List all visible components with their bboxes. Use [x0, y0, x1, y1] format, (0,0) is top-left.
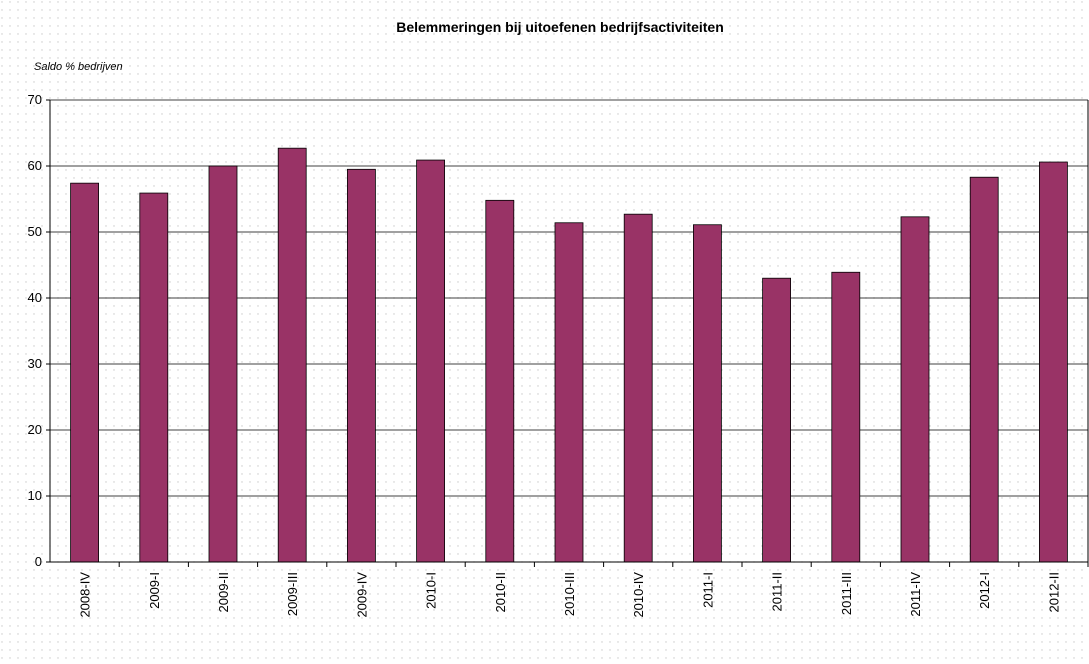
bar	[554, 222, 584, 563]
x-tick-label: 2012-II	[1046, 572, 1061, 612]
y-tick-label: 40	[28, 290, 42, 305]
y-tick-label: 70	[28, 92, 42, 107]
x-tick-label: 2008-IV	[78, 572, 93, 618]
y-tick-label: 60	[28, 158, 42, 173]
y-axis-label: Saldo % bedrijven	[34, 61, 123, 73]
bar	[346, 168, 376, 563]
y-tick-label: 50	[28, 224, 42, 239]
bar	[416, 159, 446, 563]
y-tick-label: 30	[28, 356, 42, 371]
bar	[485, 199, 515, 563]
x-tick-label: 2011-III	[839, 572, 854, 615]
bar	[70, 182, 99, 563]
bar	[969, 176, 999, 563]
x-tick-label: 2012-I	[977, 572, 992, 609]
x-tick-label: 2009-I	[147, 572, 162, 609]
bar	[277, 147, 307, 563]
x-tick-label: 2009-II	[216, 572, 231, 612]
x-tick-label: 2010-I	[424, 572, 439, 609]
x-tick-label: 2010-IV	[631, 572, 646, 618]
bar	[900, 216, 930, 563]
x-tick-label: 2010-III	[562, 572, 577, 616]
chart-title: Belemmeringen bij uitoefenen bedrijfsact…	[396, 19, 724, 35]
x-tick-label: 2009-III	[285, 572, 300, 616]
x-tick-label: 2011-II	[770, 572, 785, 612]
bar	[693, 224, 722, 563]
bar	[762, 277, 791, 563]
bar	[1039, 161, 1068, 563]
y-tick-label: 10	[28, 488, 42, 503]
bar	[623, 213, 653, 563]
x-tick-label: 2011-IV	[908, 572, 923, 617]
x-tick-label: 2011-I	[700, 572, 715, 608]
y-tick-label: 20	[28, 422, 42, 437]
bar	[139, 192, 169, 563]
x-tick-label: 2009-IV	[354, 572, 369, 618]
y-tick-label: 0	[35, 554, 42, 569]
x-tick-label: 2010-II	[493, 572, 508, 612]
bar	[208, 165, 238, 563]
bar	[831, 271, 861, 563]
